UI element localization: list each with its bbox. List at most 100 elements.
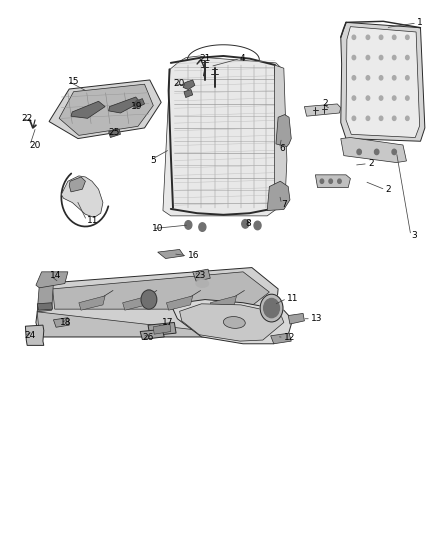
Circle shape [406,76,409,80]
Circle shape [406,55,409,60]
Text: 15: 15 [68,77,79,85]
Polygon shape [36,272,68,288]
Circle shape [392,96,396,100]
Text: 14: 14 [50,271,62,280]
Polygon shape [25,325,44,345]
Circle shape [392,55,396,60]
Text: 5: 5 [150,156,155,165]
Polygon shape [148,322,176,336]
Polygon shape [275,65,287,208]
Text: 23: 23 [194,271,205,280]
Polygon shape [109,97,140,113]
Text: 19: 19 [131,102,142,111]
Text: 2: 2 [368,159,374,168]
Circle shape [242,220,249,228]
Polygon shape [79,296,105,310]
Circle shape [392,149,396,155]
Circle shape [392,35,396,39]
Circle shape [329,179,332,183]
Circle shape [392,116,396,120]
Text: 11: 11 [87,216,98,225]
Polygon shape [346,27,420,138]
Circle shape [374,149,379,155]
Circle shape [379,96,383,100]
Text: 18: 18 [60,318,72,327]
Text: 11: 11 [287,294,298,303]
Circle shape [366,116,370,120]
Circle shape [379,35,383,39]
Polygon shape [59,84,153,135]
Text: 2: 2 [385,185,391,194]
Polygon shape [53,272,269,309]
Circle shape [379,116,383,120]
Polygon shape [166,296,193,310]
Circle shape [366,96,370,100]
Text: 21: 21 [199,54,211,62]
Polygon shape [173,300,293,344]
Text: 24: 24 [24,332,35,340]
Circle shape [366,35,370,39]
Text: 17: 17 [162,319,173,327]
Polygon shape [183,80,195,90]
Text: 3: 3 [411,231,417,240]
Ellipse shape [223,317,245,328]
Polygon shape [36,268,278,337]
Polygon shape [109,129,120,138]
Polygon shape [158,249,184,259]
Polygon shape [304,104,341,116]
Polygon shape [71,101,105,118]
Text: 1: 1 [417,19,423,27]
Circle shape [352,35,356,39]
Circle shape [352,116,356,120]
Text: 16: 16 [187,252,199,260]
Polygon shape [163,56,284,216]
Polygon shape [69,177,85,192]
Polygon shape [276,115,291,147]
Polygon shape [61,176,103,217]
Polygon shape [210,296,237,310]
Polygon shape [134,99,145,108]
Text: 13: 13 [311,314,322,323]
Ellipse shape [196,279,209,288]
Circle shape [392,76,396,80]
Polygon shape [53,318,69,327]
Circle shape [260,294,283,322]
Polygon shape [153,324,171,334]
Polygon shape [184,90,193,98]
Circle shape [141,290,157,309]
Polygon shape [288,313,304,324]
Circle shape [320,179,324,183]
Polygon shape [37,282,53,312]
Circle shape [352,96,356,100]
Circle shape [366,55,370,60]
Circle shape [199,223,206,231]
Text: 20: 20 [30,141,41,150]
Polygon shape [123,296,149,310]
Text: 26: 26 [142,333,154,342]
Circle shape [406,35,409,39]
Text: 20: 20 [173,79,184,88]
Polygon shape [180,304,284,341]
Circle shape [338,179,341,183]
Text: 7: 7 [282,200,287,208]
Circle shape [379,76,383,80]
Circle shape [406,116,409,120]
Circle shape [254,221,261,230]
Text: 6: 6 [279,144,285,153]
Circle shape [357,149,361,155]
Text: 22: 22 [21,114,32,123]
Circle shape [264,298,279,318]
Polygon shape [140,329,164,340]
Circle shape [406,96,409,100]
Polygon shape [37,312,276,337]
Polygon shape [267,181,290,211]
Circle shape [135,100,141,107]
Polygon shape [193,269,210,281]
Text: 12: 12 [284,333,295,342]
Polygon shape [341,22,425,141]
Text: 10: 10 [152,224,164,233]
Text: 8: 8 [245,220,251,228]
Text: 25: 25 [109,128,120,137]
Text: 4: 4 [240,54,246,63]
Polygon shape [271,333,291,344]
